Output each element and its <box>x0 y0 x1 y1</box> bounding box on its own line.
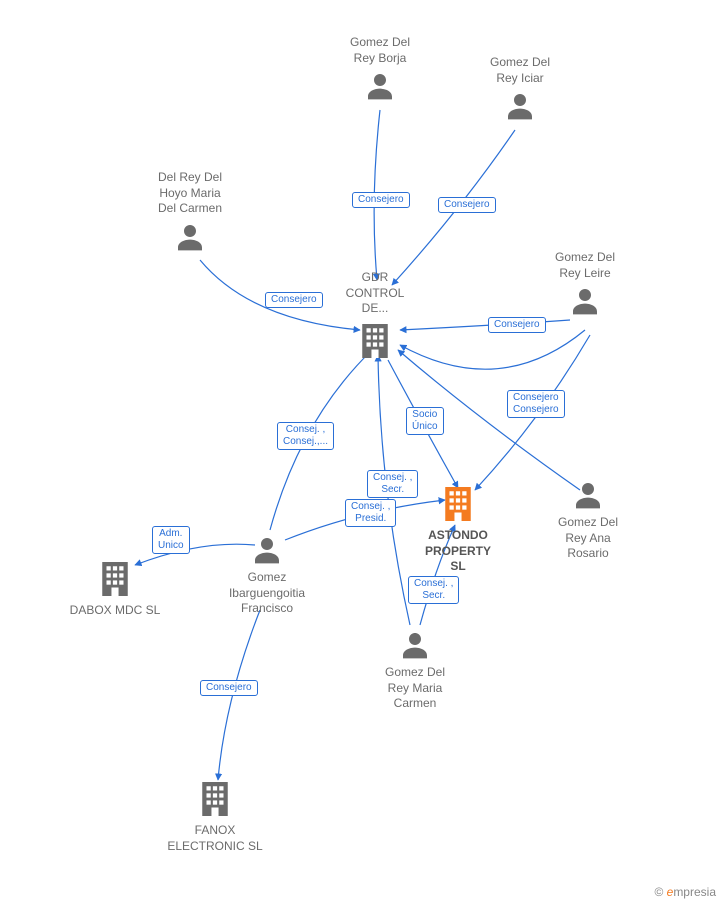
node-label: Gomez Ibarguengoitia Francisco <box>197 570 337 617</box>
person-icon <box>251 534 283 566</box>
person-icon <box>572 479 604 511</box>
node-dabox[interactable]: DABOX MDC SL <box>55 555 175 619</box>
footer: © empresia <box>654 885 716 899</box>
edge-label-maria-astondo: Consej. , Secr. <box>408 576 459 604</box>
person-icon <box>399 629 431 661</box>
edges-layer <box>0 0 728 905</box>
edge-label-francisco-fanox: Consejero <box>200 680 258 696</box>
edge-label-delrey-gdr: Consejero <box>265 292 323 308</box>
edge-label-leire-gdr: Consejero <box>488 317 546 333</box>
person-icon <box>174 221 206 253</box>
copyright-symbol: © <box>654 885 663 899</box>
node-label: Del Rey Del Hoyo Maria Del Carmen <box>130 170 250 217</box>
node-label: Gomez Del Rey Maria Carmen <box>355 665 475 712</box>
node-label: Gomez Del Rey Leire <box>525 250 645 281</box>
building-icon <box>98 559 132 599</box>
building-icon <box>198 779 232 819</box>
node-ana[interactable]: Gomez Del Rey Ana Rosario <box>528 475 648 562</box>
node-francisco[interactable]: Gomez Ibarguengoitia Francisco <box>197 530 337 617</box>
node-fanox[interactable]: FANOX ELECTRONIC SL <box>145 775 285 854</box>
node-label: DABOX MDC SL <box>55 603 175 619</box>
node-label: FANOX ELECTRONIC SL <box>145 823 285 854</box>
edge-label-francisco-gdr: Consej. , Consej.,... <box>277 422 334 450</box>
node-label: Gomez Del Rey Ana Rosario <box>528 515 648 562</box>
node-delrey[interactable]: Del Rey Del Hoyo Maria Del Carmen <box>130 170 250 257</box>
node-label: ASTONDO PROPERTY SL <box>403 528 513 575</box>
person-icon <box>364 70 396 102</box>
node-astondo[interactable]: ASTONDO PROPERTY SL <box>403 480 513 575</box>
person-icon <box>504 90 536 122</box>
edge-label-iciar-gdr: Consejero <box>438 197 496 213</box>
building-icon <box>358 321 392 361</box>
edge-label-leire-astondo: Consejero Consejero <box>507 390 565 418</box>
node-maria[interactable]: Gomez Del Rey Maria Carmen <box>355 625 475 712</box>
brand-rest: mpresia <box>673 885 716 899</box>
node-gdr[interactable]: GDR CONTROL DE... <box>325 270 425 365</box>
edge-label-borja-gdr: Consejero <box>352 192 410 208</box>
edge-label-francisco-dabox: Adm. Unico <box>152 526 190 554</box>
node-leire[interactable]: Gomez Del Rey Leire <box>525 250 645 321</box>
node-label: Gomez Del Rey Borja <box>320 35 440 66</box>
edge-leire-gdr <box>400 330 585 369</box>
node-label: GDR CONTROL DE... <box>325 270 425 317</box>
edge-label-gdr-astondo: Socio Único <box>406 407 444 435</box>
person-icon <box>569 285 601 317</box>
node-borja[interactable]: Gomez Del Rey Borja <box>320 35 440 106</box>
node-label: Gomez Del Rey Iciar <box>460 55 580 86</box>
node-iciar[interactable]: Gomez Del Rey Iciar <box>460 55 580 126</box>
edge-label-francisco-astondo: Consej. , Presid. <box>345 499 396 527</box>
building-icon <box>441 484 475 524</box>
edge-label-maria-gdr: Consej. , Secr. <box>367 470 418 498</box>
